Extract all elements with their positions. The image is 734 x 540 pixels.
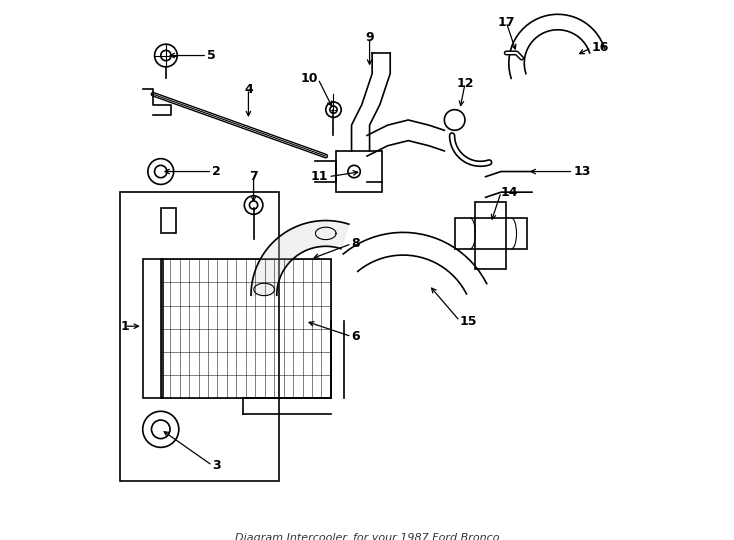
Text: 2: 2 xyxy=(212,165,221,178)
Text: 14: 14 xyxy=(501,186,518,199)
Text: 7: 7 xyxy=(250,170,258,183)
Text: 9: 9 xyxy=(366,31,374,44)
Bar xyxy=(336,151,382,192)
Text: Diagram Intercooler. for your 1987 Ford Bronco: Diagram Intercooler. for your 1987 Ford … xyxy=(235,532,499,540)
Text: 17: 17 xyxy=(498,16,515,29)
Text: 3: 3 xyxy=(212,459,221,472)
Bar xyxy=(161,259,331,399)
Text: 13: 13 xyxy=(573,165,591,178)
Text: 4: 4 xyxy=(244,83,252,96)
Text: 8: 8 xyxy=(352,237,360,250)
Text: 1: 1 xyxy=(120,320,129,333)
Text: 6: 6 xyxy=(352,330,360,343)
Bar xyxy=(476,202,506,269)
Text: 16: 16 xyxy=(592,41,608,55)
Bar xyxy=(142,259,164,399)
Text: 5: 5 xyxy=(207,49,216,62)
Text: 15: 15 xyxy=(459,315,477,328)
Polygon shape xyxy=(251,220,349,295)
Bar xyxy=(454,218,527,249)
Bar xyxy=(120,192,280,481)
Text: 10: 10 xyxy=(300,72,318,85)
Text: 12: 12 xyxy=(457,77,473,90)
Bar xyxy=(161,207,176,233)
Text: 11: 11 xyxy=(310,170,328,183)
